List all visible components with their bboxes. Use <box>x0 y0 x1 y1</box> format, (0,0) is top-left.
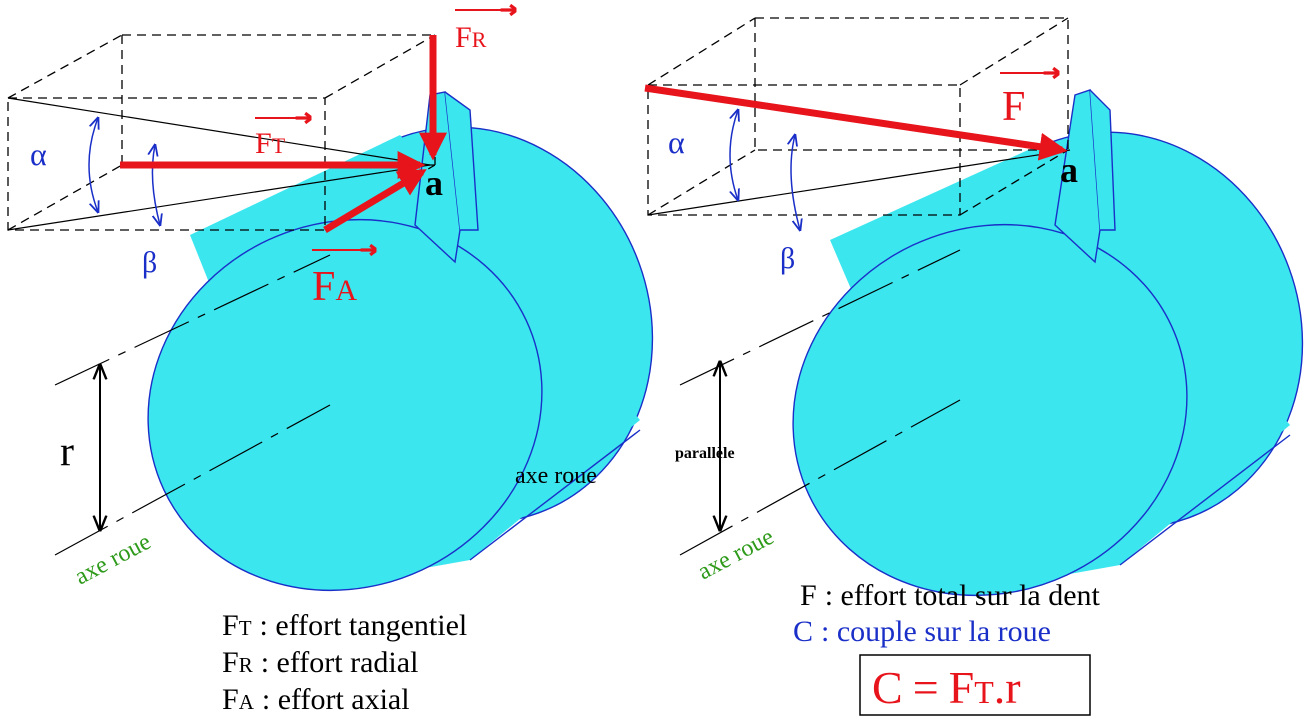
symbol: F <box>255 127 272 160</box>
symbol: F <box>222 646 239 679</box>
axis-label: axe roue <box>515 463 597 489</box>
symbol: F <box>312 264 335 310</box>
legend-item: C: couple sur la roue <box>793 615 1051 648</box>
radius: r <box>60 429 74 475</box>
text: : effort tangentiel <box>260 609 468 642</box>
sub: T <box>272 133 286 158</box>
alpha: α <box>30 136 47 172</box>
sub: R <box>239 653 253 677</box>
legend-item: FR : effort radial <box>222 646 418 679</box>
right-figure: F a α β parallèle axe roue F: effort tot… <box>645 18 1308 715</box>
equals: = <box>913 662 939 713</box>
sub: A <box>335 274 357 307</box>
text: : couple sur la roue <box>821 615 1051 648</box>
left-figure: FR FT FA a α β r axe roue axe roue FT: e… <box>8 10 708 716</box>
beta: β <box>142 246 157 279</box>
lhs: C <box>872 662 903 713</box>
symbol: F <box>949 662 975 713</box>
force-label: FR <box>455 21 487 54</box>
point-label: a <box>425 163 443 203</box>
symbol: F <box>222 683 239 716</box>
symbol: F <box>455 21 472 54</box>
force-label: F <box>1002 84 1025 130</box>
legend: FT: effort tangentiel FR: effort radial … <box>222 609 467 716</box>
symbol: C <box>793 615 813 648</box>
sub: T <box>239 616 252 640</box>
formula: C=FT.r <box>872 662 1021 713</box>
text: : effort total sur la dent <box>825 579 1101 612</box>
legend-item: FA : effort axial <box>222 683 410 716</box>
legend-item: F: effort total sur la dent <box>800 579 1101 612</box>
rest: .r <box>994 662 1021 713</box>
sub: R <box>472 27 487 52</box>
legend-item: FT : effort tangentiel <box>222 609 467 642</box>
sub: A <box>239 690 255 714</box>
beta: β <box>780 242 795 275</box>
diagram: FR FT FA a α β r axe roue axe roue FT: e… <box>0 0 1308 722</box>
axis-label: axe roue <box>71 529 156 590</box>
text: : effort axial <box>262 683 410 716</box>
legend: F: effort total sur la dent C: couple su… <box>793 579 1101 648</box>
point-label: a <box>1060 150 1078 190</box>
alpha: α <box>668 124 685 160</box>
wheel <box>732 80 1308 659</box>
parallel-label: parallèle <box>675 445 735 462</box>
force-label: FT <box>255 127 286 160</box>
text: : effort radial <box>261 646 419 679</box>
symbol: F <box>222 609 239 642</box>
sub: T <box>974 674 994 710</box>
axis-label: axe roue <box>694 524 779 585</box>
symbol: F <box>800 579 817 612</box>
